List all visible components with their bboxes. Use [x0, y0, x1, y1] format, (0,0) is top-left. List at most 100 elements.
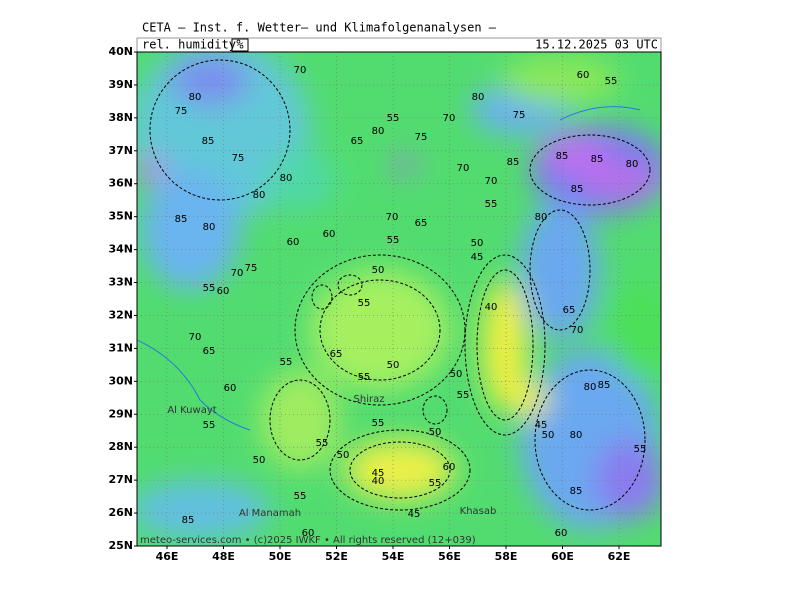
lat-label: 35N [108, 210, 133, 223]
contour-label: 85 [507, 157, 520, 168]
contour-label: 85 [591, 154, 604, 165]
contour-label: 70 [294, 65, 307, 76]
contour-label: 85 [182, 515, 195, 526]
lat-label: 30N [108, 374, 133, 387]
contour-label: 70 [231, 268, 244, 279]
lat-label: 40N [108, 45, 133, 58]
lon-label: 48E [212, 550, 235, 563]
lon-label: 46E [156, 550, 179, 563]
contour-label: 40 [485, 302, 498, 313]
contour-label: 50 [429, 427, 442, 438]
contour-label: 55 [316, 438, 329, 449]
contour-label: 50 [450, 369, 463, 380]
contour-label: 60 [577, 70, 590, 81]
contour-label: 75 [175, 106, 188, 117]
contour-label: 50 [471, 238, 484, 249]
lon-label: 60E [551, 550, 574, 563]
contour-label: 50 [387, 360, 400, 371]
lon-label: 62E [608, 550, 631, 563]
contour-label: 60 [287, 237, 300, 248]
contour-label: 85 [556, 151, 569, 162]
contour-label: 55 [358, 298, 371, 309]
contour-label: 85 [598, 380, 611, 391]
contour-label: 70 [386, 212, 399, 223]
contour-label: 45 [471, 252, 484, 263]
contour-label: 55 [294, 491, 307, 502]
lat-label: 32N [108, 308, 133, 321]
header-title: CETA — Inst. f. Wetter— und Klimafolgena… [142, 21, 497, 35]
unit-box [231, 38, 249, 52]
contour-label: 60 [217, 286, 230, 297]
contour-label: 50 [542, 430, 555, 441]
contour-label: 55 [429, 478, 442, 489]
place-name: Khasab [460, 506, 497, 517]
lon-label: 52E [325, 550, 348, 563]
contour-label: 80 [535, 212, 548, 223]
contour-label: 55 [387, 113, 400, 124]
lat-label: 38N [108, 111, 133, 124]
contour-label: 80 [203, 222, 216, 233]
contour-label: 85 [202, 136, 215, 147]
contour-label: 70 [189, 332, 202, 343]
contour-label: 55 [203, 420, 216, 431]
lat-label: 33N [108, 276, 133, 289]
place-name: Al Kuwayt [167, 405, 216, 416]
contour-label: 70 [485, 176, 498, 187]
contour-label: 65 [415, 218, 428, 229]
contour-label: 65 [351, 136, 364, 147]
contour-label: 55 [457, 390, 470, 401]
contour-label: 70 [443, 113, 456, 124]
contour-label: 80 [584, 382, 597, 393]
contour-label: 80 [570, 430, 583, 441]
lat-label: 28N [108, 440, 133, 453]
contour-label: 55 [634, 444, 647, 455]
contour-label: 60 [224, 383, 237, 394]
contour-label: 80 [189, 92, 202, 103]
contour-label: 80 [280, 173, 293, 184]
contour-label: 80 [253, 190, 266, 201]
unit: % [236, 38, 244, 52]
lat-label: 25N [108, 539, 133, 552]
map-frame [136, 51, 662, 547]
contour-label: 55 [358, 372, 371, 383]
contour-label: 55 [280, 357, 293, 368]
lon-label: 50E [269, 550, 292, 563]
variable: rel. humidity [142, 38, 236, 52]
contour-label: 80 [472, 92, 485, 103]
footer: meteo-services.com • (c)2025 IWKF • All … [140, 535, 476, 546]
lat-label: 26N [108, 506, 133, 519]
lat-label: 36N [108, 177, 133, 190]
lat-label: 34N [108, 243, 133, 256]
contour-label: 75 [415, 132, 428, 143]
lon-label: 54E [382, 550, 405, 563]
contour-label: 60 [555, 528, 568, 539]
map-area [137, 52, 661, 546]
valid-time: 15.12.2025 03 UTC [535, 38, 658, 52]
contour-label: 40 [372, 476, 385, 487]
lat-label: 31N [108, 341, 133, 354]
contour-label: 55 [485, 199, 498, 210]
contour-label: 50 [253, 455, 266, 466]
contour-label: 75 [245, 263, 258, 274]
contour-label: 45 [535, 420, 548, 431]
contour-label: 55 [203, 283, 216, 294]
lon-label: 56E [438, 550, 461, 563]
contour-label: 45 [372, 468, 385, 479]
contour-label: 50 [337, 450, 350, 461]
contour-label: 75 [513, 110, 526, 121]
contour-label: 60 [302, 528, 315, 539]
lat-label: 39N [108, 78, 133, 91]
contour-label: 55 [605, 76, 618, 87]
contour-label: 80 [626, 159, 639, 170]
place-name: Al Manamah [239, 508, 301, 519]
contour-label: 70 [457, 163, 470, 174]
contour-label: 65 [563, 305, 576, 316]
contour-label: 60 [323, 229, 336, 240]
contour-label: 65 [330, 349, 343, 360]
contour-label: 80 [372, 126, 385, 137]
contour-label: 55 [372, 418, 385, 429]
contour-label: 85 [175, 214, 188, 225]
lat-label: 37N [108, 144, 133, 157]
lat-label: 27N [108, 473, 133, 486]
